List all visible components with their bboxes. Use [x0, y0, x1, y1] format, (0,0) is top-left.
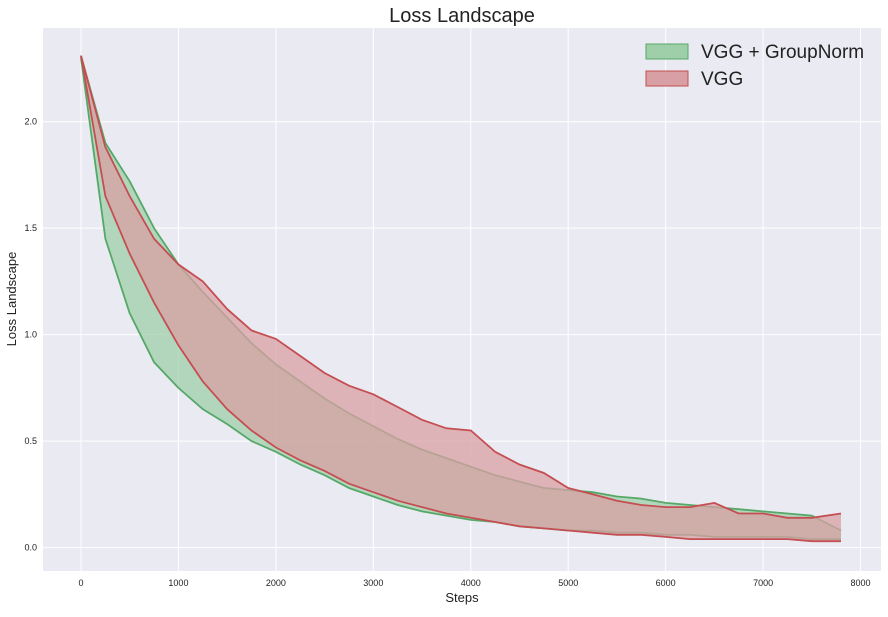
x-tick-label: 5000 — [558, 578, 578, 588]
series-upper-line — [80, 55, 842, 519]
y-tick-label: 0.0 — [24, 543, 37, 553]
y-axis-label: Loss Landscape — [4, 252, 19, 347]
y-tick-label: 0.5 — [24, 436, 37, 446]
series-lower-line — [80, 55, 841, 543]
tick-labels: 0 1000 2000 3000 4000 5000 6000 7000 8000 0.0 0.5 1… — [24, 117, 870, 588]
chart-title: Loss Landscape — [389, 5, 535, 27]
legend-label: VGG + GroupNorm — [701, 42, 864, 63]
x-tick-label: 6000 — [656, 578, 676, 588]
x-tick-label: 4000 — [461, 578, 481, 588]
y-tick-label: 1.0 — [24, 330, 37, 340]
legend-swatch — [645, 70, 689, 87]
x-tick-label: 2000 — [266, 578, 286, 588]
legend-label: VGG — [701, 69, 743, 90]
x-tick-label: 0 — [78, 578, 83, 588]
y-tick-label: 1.5 — [24, 223, 37, 233]
series-band-fill — [81, 55, 841, 542]
x-tick-label: 8000 — [851, 578, 871, 588]
legend: VGG + GroupNorm VGG — [645, 42, 864, 90]
series-vgg — [80, 55, 842, 543]
x-tick-label: 7000 — [753, 578, 773, 588]
legend-swatch — [645, 43, 689, 60]
x-tick-label: 1000 — [168, 578, 188, 588]
x-tick-label: 3000 — [363, 578, 383, 588]
y-tick-label: 2.0 — [24, 117, 37, 127]
x-axis-label: Steps — [445, 590, 479, 605]
series-areas — [80, 55, 842, 543]
